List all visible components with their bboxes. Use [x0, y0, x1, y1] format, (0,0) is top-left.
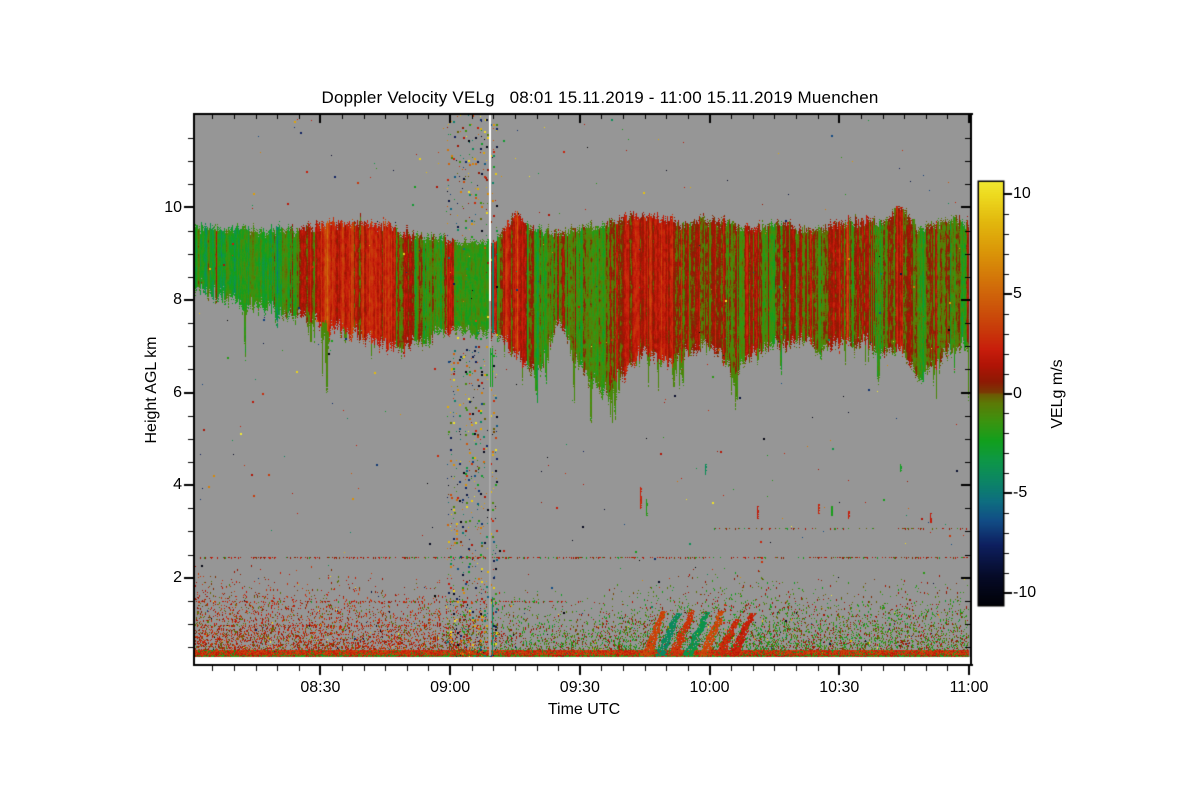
y-tick-label: 6 — [173, 383, 182, 401]
y-tick-label: 4 — [173, 476, 182, 494]
x-tick-label: 11:00 — [949, 679, 989, 696]
colorbar-tick-label: -5 — [1013, 484, 1028, 502]
chart-title: Doppler Velocity VELg 08:01 15.11.2019 -… — [321, 88, 879, 107]
x-tick-label: 08:30 — [300, 679, 341, 696]
y-axis-label: Height AGL km — [143, 336, 160, 444]
colorbar-tick-label: 10 — [1013, 184, 1031, 202]
colorbar-tick-label: 0 — [1013, 384, 1022, 402]
y-tick-label: 2 — [173, 568, 182, 586]
x-tick-label: 10:00 — [689, 679, 730, 696]
colorbar-label: VELg m/s — [1049, 359, 1066, 429]
x-tick-label: 10:30 — [819, 679, 860, 696]
colorbar-tick-label: 5 — [1013, 284, 1022, 302]
x-tick-label: 09:00 — [430, 679, 471, 696]
y-tick-label: 8 — [173, 291, 182, 309]
x-tick-label: 09:30 — [559, 679, 600, 696]
colorbar-tick-label: -10 — [1013, 584, 1037, 602]
x-axis-label: Time UTC — [547, 701, 621, 718]
y-tick-label: 10 — [164, 198, 182, 216]
